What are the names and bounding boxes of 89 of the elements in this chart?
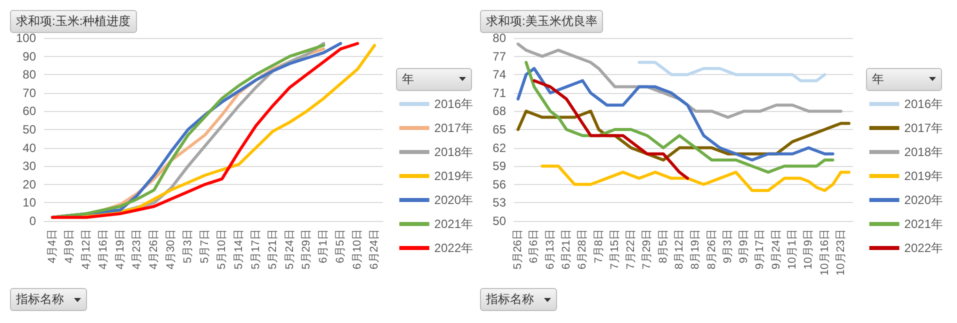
x-tick-label: 9月3日 bbox=[722, 229, 734, 264]
y-tick-label: 53 bbox=[492, 196, 506, 210]
y-tick-label: 90 bbox=[22, 49, 36, 64]
x-tick-label: 4月4日 bbox=[46, 229, 58, 264]
x-tick-label: 5月14日 bbox=[232, 229, 245, 270]
legend-title: 年 bbox=[396, 68, 472, 91]
x-tick-label: 10月9日 bbox=[802, 229, 815, 270]
legend-title: 年 bbox=[866, 68, 942, 91]
legend-label: 2022年 bbox=[434, 241, 474, 255]
x-tick-label: 6月10日 bbox=[352, 229, 364, 270]
y-tick-label: 56 bbox=[492, 177, 506, 192]
x-tick-label: 5月21日 bbox=[266, 229, 279, 270]
x-tick-label: 9月24日 bbox=[770, 229, 782, 270]
x-tick-label: 4月16日 bbox=[97, 229, 110, 270]
y-tick-label: 30 bbox=[22, 159, 36, 174]
legend-label: 2019年 bbox=[434, 169, 474, 183]
line-series bbox=[638, 60, 826, 82]
x-tick-label: 10月16日 bbox=[818, 229, 831, 276]
legend-label: 2021年 bbox=[904, 217, 944, 231]
x-tick-label: 7月29日 bbox=[641, 229, 654, 270]
legend-label: 2016年 bbox=[434, 97, 474, 111]
x-tick-label: 9月17日 bbox=[754, 229, 766, 270]
y-tick-label: 65 bbox=[492, 122, 506, 136]
x-tick-label: 7月22日 bbox=[625, 229, 638, 270]
y-tick-label: 60 bbox=[22, 104, 36, 118]
x-tick-label: 6月24日 bbox=[368, 229, 381, 270]
y-tick-label: 40 bbox=[22, 140, 36, 155]
line-series bbox=[540, 164, 850, 192]
line-series bbox=[524, 60, 834, 174]
x-tick-label: 5月10日 bbox=[216, 229, 228, 270]
chart-title: 求和项:玉米:种植进度 bbox=[16, 14, 131, 28]
x-tick-label: 6月6日 bbox=[528, 229, 540, 264]
x-tick-label: 5月7日 bbox=[199, 229, 212, 264]
x-tick-label: 4月19日 bbox=[114, 229, 126, 270]
legend-label: 2017年 bbox=[434, 121, 474, 135]
x-tick-label: 6月21日 bbox=[560, 229, 572, 270]
legend-label: 2017年 bbox=[904, 121, 944, 135]
x-tick-label: 10月23日 bbox=[834, 229, 847, 276]
x-tick-label: 7月8日 bbox=[592, 229, 605, 264]
y-tick-label: 100 bbox=[16, 31, 36, 45]
line-series bbox=[532, 79, 690, 180]
x-tick-label: 4月30日 bbox=[165, 229, 178, 270]
x-tick-label: 10月1日 bbox=[786, 229, 798, 270]
x-tick-label: 5月17日 bbox=[250, 229, 262, 270]
x-tick-label: 5月3日 bbox=[182, 229, 194, 264]
x-tick-label: 4月9日 bbox=[63, 229, 76, 264]
legend-label: 2020年 bbox=[904, 193, 944, 207]
chart-title: 求和项:美玉米优良率 bbox=[486, 14, 598, 28]
y-tick-label: 10 bbox=[22, 196, 36, 210]
y-tick-label: 80 bbox=[492, 31, 506, 45]
legend-label: 2021年 bbox=[434, 217, 474, 231]
y-tick-label: 70 bbox=[22, 86, 36, 100]
y-tick-label: 74 bbox=[492, 68, 506, 82]
x-tick-label: 6月1日 bbox=[318, 229, 330, 264]
x-tick-label: 5月24日 bbox=[284, 229, 296, 270]
x-tick-label: 4月12日 bbox=[80, 229, 92, 270]
legend-label: 2022年 bbox=[904, 241, 944, 255]
x-tick-label: 4月26日 bbox=[148, 229, 160, 270]
y-tick-label: 68 bbox=[492, 104, 506, 118]
x-tick-label: 8月12日 bbox=[673, 229, 686, 270]
y-tick-label: 20 bbox=[22, 177, 36, 192]
x-tick-label: 5月26日 bbox=[512, 229, 524, 270]
text: 指标名称 bbox=[480, 288, 557, 311]
line-series bbox=[516, 67, 834, 162]
legend-label: 2019年 bbox=[904, 169, 944, 183]
x-tick-label: 9月9日 bbox=[738, 229, 750, 264]
x-tick-label: 7月15日 bbox=[608, 229, 621, 270]
y-tick-label: 80 bbox=[22, 68, 36, 82]
x-tick-label: 4月23日 bbox=[131, 229, 144, 270]
y-tick-label: 50 bbox=[492, 214, 506, 228]
legend-label: 2018年 bbox=[904, 145, 944, 159]
y-tick-label: 77 bbox=[492, 49, 506, 64]
y-tick-label: 59 bbox=[492, 159, 506, 174]
legend-label: 2020年 bbox=[434, 193, 474, 207]
text: 指标名称 bbox=[10, 288, 87, 311]
x-tick-label: 5月29日 bbox=[300, 229, 313, 270]
x-tick-label: 6月13日 bbox=[544, 229, 556, 270]
y-tick-label: 50 bbox=[22, 122, 36, 136]
legend-label: 2016年 bbox=[904, 97, 944, 111]
x-tick-label: 8月19日 bbox=[690, 229, 702, 270]
x-tick-label: 6月5日 bbox=[334, 229, 347, 264]
y-tick-label: 71 bbox=[492, 86, 506, 100]
x-tick-label: 8月5日 bbox=[657, 229, 670, 264]
legend-label: 2018年 bbox=[434, 145, 474, 159]
x-tick-label: 8月26日 bbox=[706, 229, 718, 270]
line-series bbox=[516, 42, 842, 119]
y-tick-label: 62 bbox=[492, 140, 506, 155]
x-tick-label: 6月28日 bbox=[576, 229, 589, 270]
y-tick-label: 0 bbox=[29, 214, 36, 228]
